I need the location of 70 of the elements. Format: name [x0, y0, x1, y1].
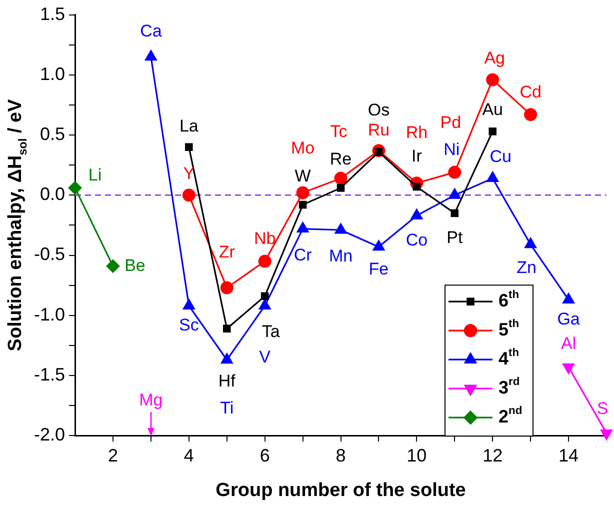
point — [336, 184, 345, 192]
y-tick-label: -0.5 — [34, 244, 66, 264]
x-tick-label: 2 — [108, 445, 118, 466]
x-tick-label: 4 — [184, 445, 194, 466]
y-tick-label: -2.0 — [34, 424, 66, 445]
x-tick-label: 8 — [336, 445, 346, 466]
annotation: Cr — [294, 245, 312, 264]
point — [296, 186, 310, 200]
annotation: Nb — [254, 228, 276, 248]
x-tick-label: 6 — [260, 445, 270, 466]
y-tick-label: -1.5 — [34, 364, 66, 384]
x-tick-label: 14 — [558, 445, 579, 466]
annotation: Li — [88, 166, 102, 185]
point — [260, 292, 269, 300]
point — [298, 200, 307, 209]
point — [182, 188, 196, 202]
point — [106, 259, 120, 274]
annotation: Zn — [516, 258, 536, 278]
annotation: W — [294, 166, 311, 186]
y-tick-label: 1.5 — [40, 4, 66, 24]
annotation: Ga — [557, 309, 580, 328]
annotation: Rh — [406, 122, 428, 142]
y-tick-label: -1.0 — [34, 304, 66, 324]
point — [334, 172, 348, 185]
annotation: V — [259, 347, 272, 366]
annotation: Au — [482, 100, 504, 120]
y-tick-label: 1.0 — [40, 64, 66, 84]
annotation: Y — [183, 164, 195, 183]
x-axis-title: Group number of the solute — [216, 480, 466, 501]
annotation: Tc — [330, 122, 348, 141]
annotation: Ir — [411, 146, 422, 166]
point — [486, 73, 500, 86]
annotation: S — [596, 398, 608, 418]
annotation: Pd — [440, 112, 462, 132]
point — [222, 324, 231, 332]
y-tick-label: 0.0 — [40, 184, 66, 204]
annotation: Zr — [218, 242, 236, 262]
annotation: Cu — [490, 147, 512, 166]
annotation: Ta — [262, 322, 280, 341]
annotation: Ag — [484, 48, 506, 68]
annotation: Mo — [290, 138, 315, 158]
x-tick-label: 12 — [482, 445, 503, 466]
annotation: Hf — [218, 371, 236, 390]
y-tick-label: 0.5 — [40, 124, 66, 144]
annotation: Ni — [444, 140, 460, 159]
annotation: Mg — [139, 390, 163, 410]
point — [185, 143, 193, 151]
point — [524, 108, 538, 122]
y-axis-title: Solution enthalpy, ΔHsol / eV — [5, 98, 30, 352]
annotation: Re — [330, 150, 352, 169]
annotation: Ru — [368, 120, 390, 140]
annotation: Al — [560, 334, 576, 353]
annotation: Os — [368, 100, 390, 120]
point — [450, 209, 459, 218]
annotation: Ti — [220, 398, 234, 418]
point — [258, 254, 272, 268]
annotation: La — [179, 116, 199, 136]
x-tick-label: 10 — [406, 445, 427, 466]
point — [68, 180, 82, 195]
annotation: Mn — [328, 246, 353, 266]
annotation: Be — [124, 256, 146, 275]
annotation: Fe — [368, 260, 389, 279]
annotation: Cd — [520, 82, 542, 102]
annotation: Sc — [178, 315, 200, 334]
point — [220, 281, 234, 294]
point — [448, 166, 462, 179]
annotation: Co — [406, 230, 428, 250]
point — [488, 128, 496, 136]
annotation: Pt — [446, 228, 463, 247]
annotation: Ca — [140, 22, 162, 41]
